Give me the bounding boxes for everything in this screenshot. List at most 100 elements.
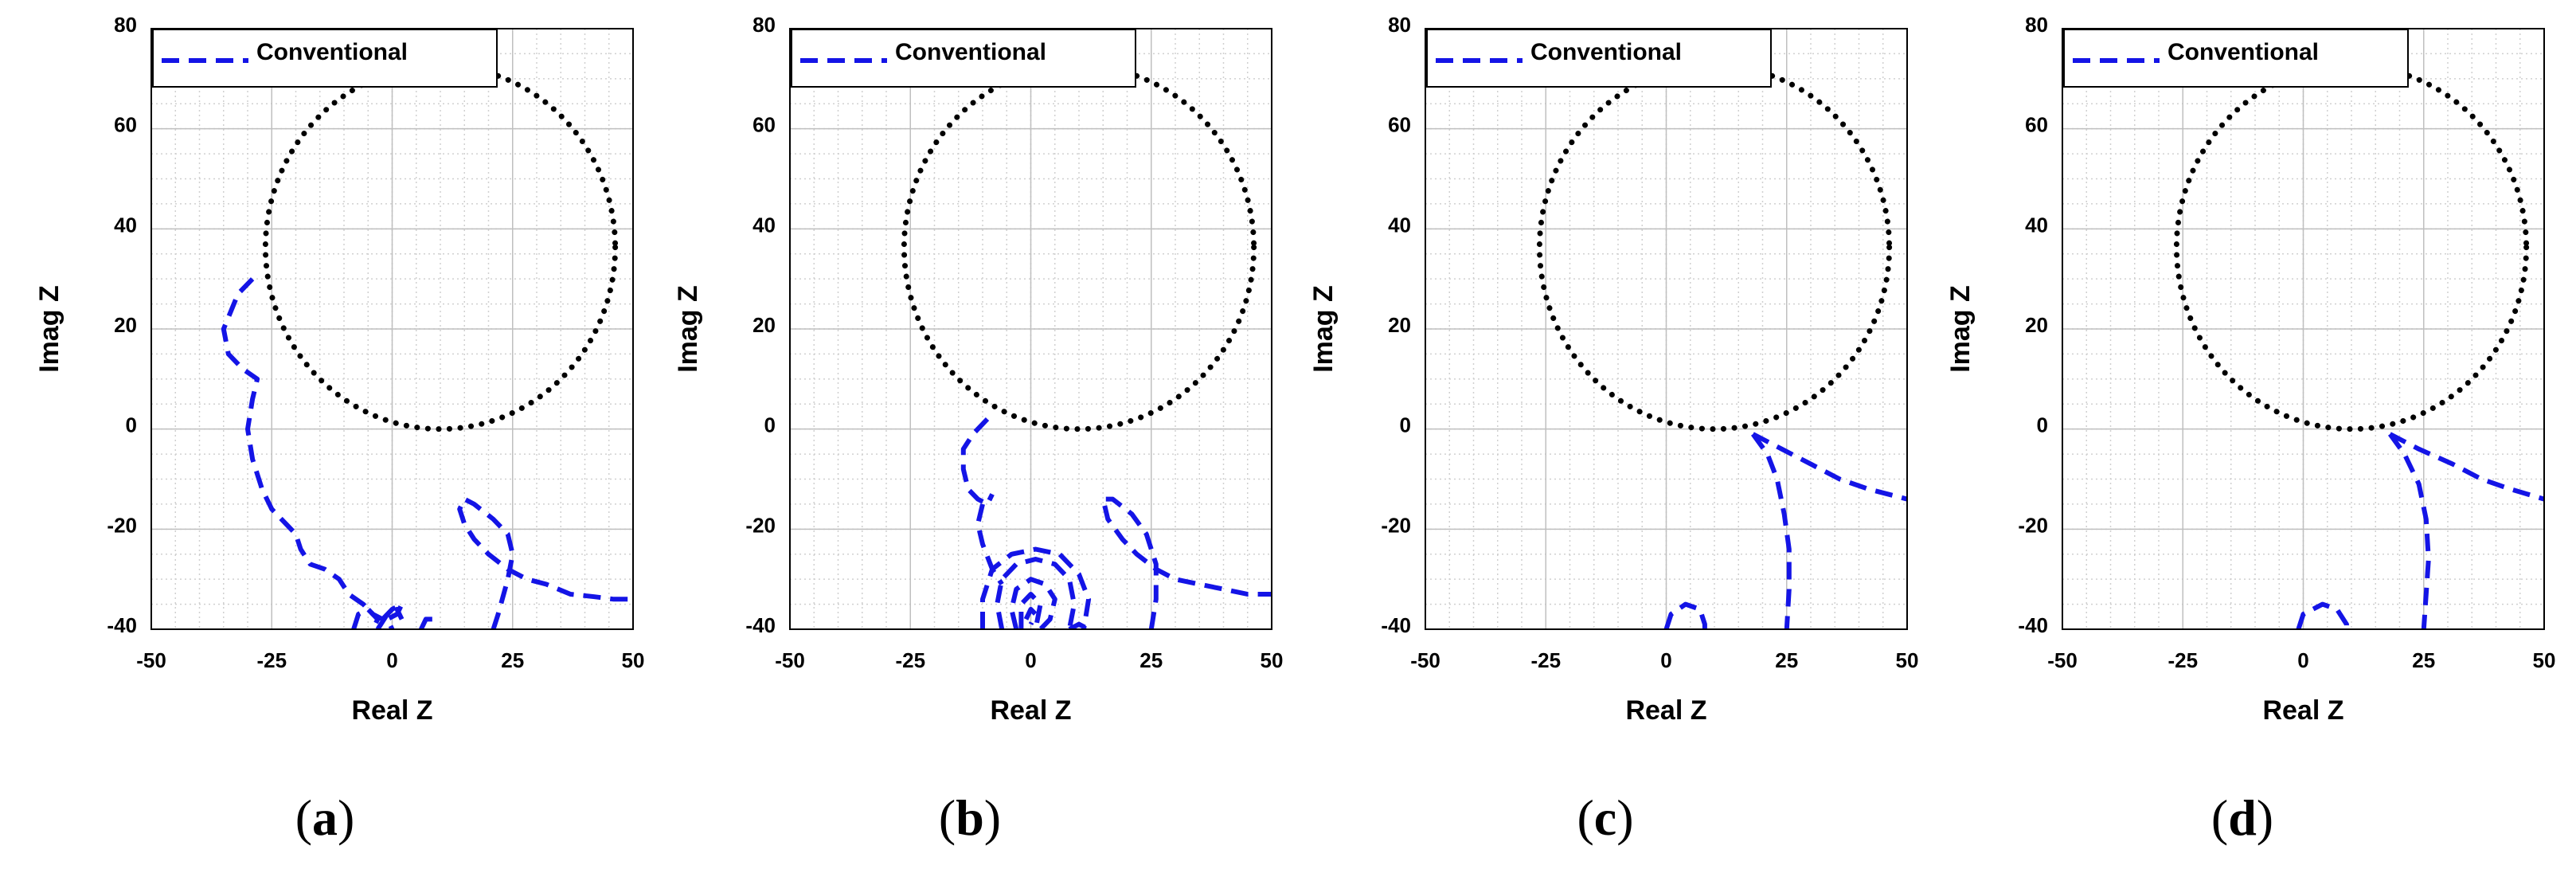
x-tick-label: -50	[136, 648, 166, 672]
y-tick-label: 0	[2037, 413, 2048, 437]
x-tick-label: 50	[2533, 648, 2556, 672]
series-line-conventional	[980, 546, 1092, 629]
series-line-conventional	[1100, 496, 1272, 629]
panel-label: (c)	[1577, 789, 1633, 846]
reference-circle	[262, 62, 619, 433]
legend: Conventional	[791, 29, 1136, 88]
x-axis-title: Real Z	[990, 695, 1071, 726]
y-tick-label: -40	[2018, 613, 2048, 637]
plot-area	[221, 62, 633, 629]
y-tick-label: 40	[114, 213, 137, 237]
y-tick-label: 40	[752, 213, 776, 237]
x-tick-label: 50	[622, 648, 645, 672]
y-tick-label: 60	[752, 113, 776, 137]
chart-panel-c: -50 -25 0 25 50 -40 -20 0 20 40 60 80 Real Z Imag Z Co…	[1308, 13, 1918, 846]
series-line-conventional	[457, 496, 633, 629]
legend-box	[791, 29, 1136, 88]
x-tick-label: -25	[256, 648, 287, 672]
x-tick-label: -25	[1530, 648, 1561, 672]
legend-label: Conventional	[1530, 39, 1682, 65]
plot-area	[901, 62, 1272, 629]
y-tick-label: -20	[745, 513, 776, 537]
chart-panel-b: -50 -25 0 25 50 -40 -20 0 20 40 60 80 Real Z Imag Z Co…	[673, 13, 1283, 846]
y-tick-label: 0	[764, 413, 776, 437]
y-tick-label: -20	[2018, 513, 2048, 537]
series-line-conventional	[2387, 433, 2431, 629]
chart-panel-a: -50 -25 0 25 50 -40 -20 0 20 40 60 80 Real Z Imag Z Co…	[34, 13, 644, 846]
y-tick-label: 20	[2025, 313, 2048, 337]
legend-box	[1426, 29, 1772, 88]
series-line-conventional	[1068, 621, 1090, 629]
y-tick-label: 20	[114, 313, 137, 337]
series-line-conventional	[375, 606, 405, 629]
y-axis-title: Imag Z	[673, 285, 703, 373]
reference-circle	[1536, 62, 1893, 433]
reference-circle	[901, 62, 1257, 433]
series-line-conventional	[995, 557, 1077, 629]
y-axis-title: Imag Z	[34, 285, 64, 373]
series-line-conventional	[221, 277, 384, 622]
y-tick-label: 20	[1388, 313, 1411, 337]
x-tick-label: -50	[775, 648, 805, 672]
legend-label: Conventional	[895, 39, 1046, 65]
y-tick-label: 20	[752, 313, 776, 337]
legend-box	[152, 29, 498, 88]
series-line-conventional	[1752, 432, 1907, 502]
x-tick-label: 0	[1025, 648, 1036, 672]
legend-label: Conventional	[256, 39, 408, 65]
x-axis-title: Real Z	[1625, 695, 1706, 726]
y-tick-label: -20	[1381, 513, 1411, 537]
panel-label: (a)	[295, 789, 355, 846]
x-axis-title: Real Z	[351, 695, 432, 726]
x-tick-label: 25	[1139, 648, 1163, 672]
x-tick-label: -25	[2168, 648, 2198, 672]
y-axis-title: Imag Z	[1945, 285, 1976, 373]
y-tick-label: -40	[745, 613, 776, 637]
legend-label: Conventional	[2168, 39, 2319, 65]
series-line-conventional	[2296, 601, 2349, 629]
x-tick-label: 50	[1896, 648, 1919, 672]
legend: Conventional	[152, 29, 498, 88]
y-tick-label: 60	[114, 113, 137, 137]
panel-label: (b)	[939, 789, 1001, 846]
legend: Conventional	[1426, 29, 1772, 88]
panel-label: (d)	[2211, 789, 2273, 846]
series-line-conventional	[975, 503, 1004, 586]
series-line-conventional	[1663, 601, 1707, 629]
plot-area	[1536, 62, 1907, 629]
y-tick-label: -40	[1381, 613, 1411, 637]
x-tick-label: 25	[1775, 648, 1798, 672]
y-axis-title: Imag Z	[1308, 285, 1339, 373]
series-line-conventional	[1018, 592, 1043, 629]
series-line-conventional	[351, 606, 381, 629]
series-line-conventional	[2389, 432, 2544, 502]
y-tick-label: -40	[107, 613, 137, 637]
x-tick-label: -50	[2047, 648, 2078, 672]
series-line-conventional	[960, 417, 995, 507]
y-tick-label: -20	[107, 513, 137, 537]
legend: Conventional	[2063, 29, 2409, 88]
x-tick-label: 25	[2412, 648, 2435, 672]
y-tick-label: 80	[752, 13, 776, 37]
y-tick-label: 80	[2025, 13, 2048, 37]
y-tick-label: 60	[1388, 113, 1411, 137]
x-axis-title: Real Z	[2262, 695, 2343, 726]
series-line-conventional	[1009, 577, 1057, 629]
y-tick-label: 40	[2025, 213, 2048, 237]
plot-area	[2173, 62, 2544, 629]
x-tick-label: 0	[386, 648, 397, 672]
y-tick-label: 0	[126, 413, 137, 437]
chart-panel-d: -50 -25 0 25 50 -40 -20 0 20 40 60 80 Real Z Imag Z Co…	[1945, 13, 2555, 846]
x-tick-label: 0	[1660, 648, 1671, 672]
series-line-conventional	[1750, 433, 1792, 629]
y-tick-label: 60	[2025, 113, 2048, 137]
x-tick-label: -50	[1410, 648, 1440, 672]
x-tick-label: 25	[501, 648, 524, 672]
series-line-conventional	[419, 617, 436, 629]
y-tick-label: 80	[1388, 13, 1411, 37]
legend-box	[2063, 29, 2409, 88]
reference-circle	[2173, 62, 2530, 433]
series-line-conventional	[1023, 606, 1038, 625]
y-tick-label: 40	[1388, 213, 1411, 237]
